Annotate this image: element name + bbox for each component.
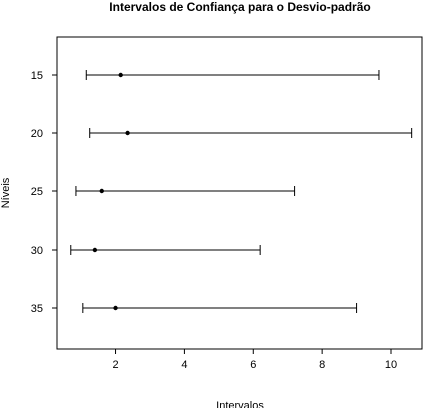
x-tick-label: 4 xyxy=(181,359,187,371)
y-tick-label: 15 xyxy=(31,70,43,82)
y-tick-label: 30 xyxy=(31,245,43,257)
x-tick-label: 6 xyxy=(250,359,256,371)
estimate-point-35 xyxy=(113,305,118,311)
x-tick-label: 8 xyxy=(319,359,325,371)
y-tick-label: 35 xyxy=(31,303,43,315)
y-axis-label: Níveis xyxy=(0,177,12,208)
estimate-point-20 xyxy=(125,130,130,136)
estimate-point-15 xyxy=(118,72,123,78)
x-axis-label: Intervalos xyxy=(216,400,264,408)
x-tick-label: 2 xyxy=(112,359,118,371)
chart-title: Intervalos de Confiança para o Desvio-pa… xyxy=(109,0,370,14)
y-tick-label: 20 xyxy=(31,128,43,140)
x-tick-label: 10 xyxy=(385,359,397,371)
estimate-point-30 xyxy=(92,247,98,253)
y-axis: 15 20 25 30 35 xyxy=(31,70,57,315)
intervals xyxy=(70,70,413,313)
plot-frame xyxy=(56,36,423,350)
estimate-point-25 xyxy=(99,188,104,194)
x-axis: 2 4 6 8 10 xyxy=(112,349,397,371)
y-tick-label: 25 xyxy=(31,186,43,198)
